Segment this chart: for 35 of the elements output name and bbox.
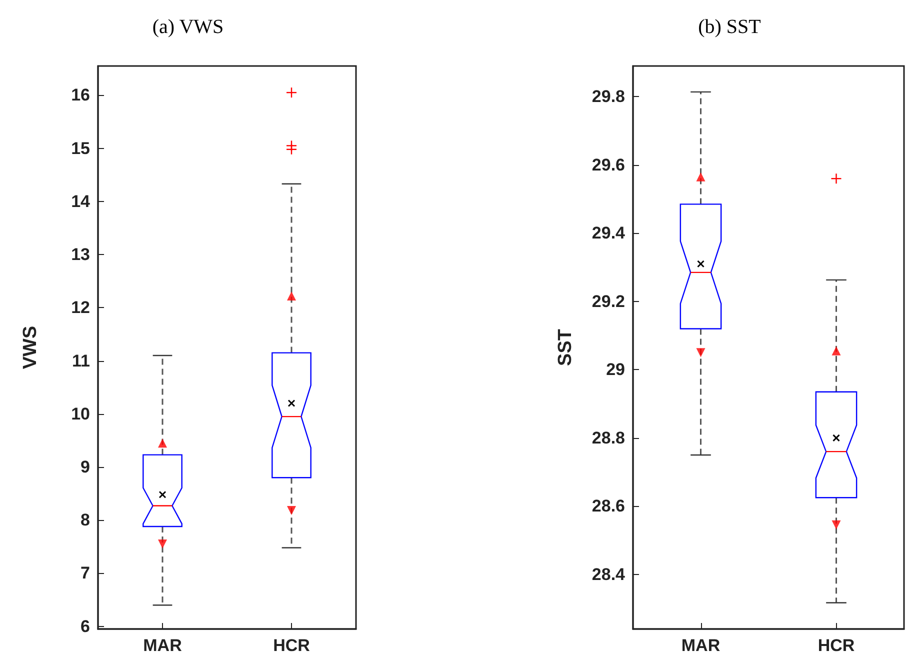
point [696, 348, 706, 358]
point [158, 540, 167, 549]
y-axis-title: SST [555, 328, 576, 366]
point [832, 520, 841, 530]
chart-title: (b) SST [698, 16, 761, 38]
x-tick-label: HCR [273, 636, 310, 655]
y-tick-label: 28.6 [592, 496, 625, 516]
y-tick-label: 7 [80, 564, 90, 583]
point [287, 291, 296, 300]
y-tick-label: 6 [80, 616, 90, 636]
y-tick-label: 28.4 [592, 564, 626, 584]
y-tick-label: 29 [606, 360, 625, 380]
y-tick-label: 12 [71, 298, 90, 318]
y-tick-label: 29.2 [592, 292, 625, 311]
y-tick-label: 29.8 [592, 87, 625, 106]
point [158, 438, 167, 448]
x-tick-label: HCR [818, 636, 855, 655]
point [287, 506, 296, 516]
y-tick-label: 28.8 [592, 428, 625, 448]
y-tick-label: 9 [80, 458, 90, 477]
y-tick-label: 11 [72, 351, 90, 370]
y-tick-label: 29.6 [592, 155, 625, 174]
x-tick-label: MAR [681, 636, 720, 655]
chart-title: (a) VWS [152, 16, 224, 38]
point [696, 172, 706, 182]
y-tick-label: 29.4 [592, 224, 626, 243]
y-tick-label: 10 [71, 404, 90, 424]
y-tick-label: 8 [80, 510, 90, 530]
point [832, 346, 841, 356]
y-axis-title: VWS [20, 326, 41, 370]
y-tick-label: 15 [71, 138, 90, 158]
y-tick-label: 14 [71, 192, 91, 211]
y-tick-label: 13 [71, 245, 90, 264]
y-tick-label: 16 [71, 86, 90, 105]
x-tick-label: MAR [143, 636, 182, 655]
